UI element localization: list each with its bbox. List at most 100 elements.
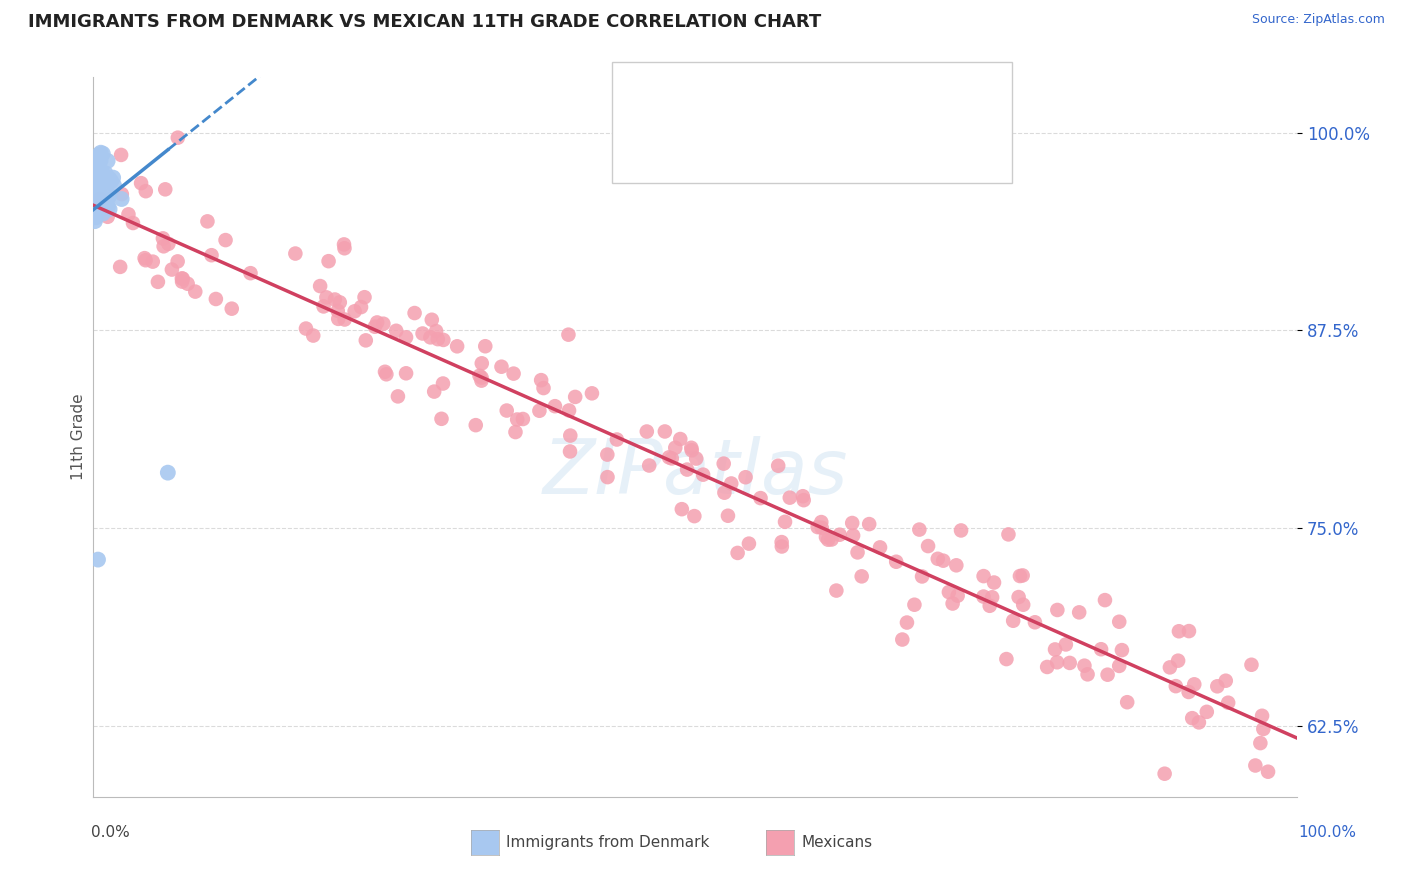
Point [111, 187, 134, 202]
Point [110, 148, 132, 162]
Point [295, 321, 318, 335]
Point [323, 293, 346, 307]
Point [891, 632, 914, 647]
Point [101, 170, 124, 185]
Point [152, 239, 174, 253]
Point [328, 311, 350, 326]
Point [87, 186, 110, 200]
Point [1046, 603, 1069, 617]
Point [375, 368, 398, 382]
Point [491, 359, 513, 374]
Point [979, 599, 1001, 613]
Point [1178, 624, 1201, 639]
Point [1108, 659, 1130, 673]
Point [135, 184, 157, 198]
Point [596, 470, 619, 484]
Point [98, 171, 121, 186]
Point [84, 163, 107, 178]
Point [773, 515, 796, 529]
Point [91, 206, 114, 220]
Point [84, 214, 107, 228]
Point [1012, 598, 1035, 612]
Point [720, 476, 742, 491]
Point [1257, 764, 1279, 779]
Point [94, 166, 117, 180]
Point [717, 508, 740, 523]
Point [200, 248, 222, 262]
Point [983, 575, 1005, 590]
Point [98, 188, 121, 202]
Point [98, 202, 121, 216]
Text: Immigrants from Denmark: Immigrants from Denmark [506, 836, 710, 850]
Point [135, 253, 157, 268]
Point [395, 366, 418, 380]
Point [387, 389, 409, 403]
Point [1011, 568, 1033, 582]
Point [157, 236, 180, 251]
Point [84, 163, 107, 178]
Point [1195, 705, 1218, 719]
Point [734, 470, 756, 484]
Point [318, 254, 340, 268]
Point [810, 521, 832, 535]
Point [713, 457, 735, 471]
Point [221, 301, 243, 316]
Point [423, 384, 446, 399]
Point [91, 146, 114, 161]
Point [205, 292, 228, 306]
Point [1188, 715, 1211, 730]
Point [766, 458, 789, 473]
Point [84, 211, 107, 225]
Point [170, 271, 193, 285]
Y-axis label: 11th Grade: 11th Grade [72, 393, 86, 481]
Point [502, 367, 524, 381]
Text: ZIPatlas: ZIPatlas [543, 436, 848, 510]
Point [100, 174, 122, 188]
Point [1094, 593, 1116, 607]
Point [89, 181, 111, 195]
Point [471, 370, 494, 384]
Point [309, 279, 332, 293]
Point [89, 192, 111, 206]
Point [86, 200, 108, 214]
Point [155, 182, 177, 196]
Point [1069, 606, 1091, 620]
Point [156, 466, 179, 480]
Point [770, 535, 793, 549]
Point [558, 444, 581, 458]
Point [997, 527, 1019, 541]
Point [83, 196, 105, 211]
Point [122, 216, 145, 230]
Point [1168, 624, 1191, 639]
Point [446, 339, 468, 353]
Point [86, 169, 108, 183]
Point [685, 451, 707, 466]
Point [807, 520, 830, 534]
Point [142, 254, 165, 268]
Point [1046, 655, 1069, 669]
Point [87, 177, 110, 191]
Point [1249, 736, 1271, 750]
Point [385, 324, 408, 338]
Point [87, 160, 110, 174]
Point [1164, 679, 1187, 693]
Point [911, 569, 934, 583]
Point [792, 489, 814, 503]
Point [1116, 695, 1139, 709]
Point [1090, 642, 1112, 657]
Point [636, 425, 658, 439]
Point [1177, 685, 1199, 699]
Point [858, 517, 880, 532]
Point [727, 546, 749, 560]
Point [505, 425, 527, 439]
Point [84, 184, 107, 198]
Point [817, 533, 839, 547]
Point [1008, 569, 1031, 583]
Point [350, 300, 373, 314]
Point [184, 285, 207, 299]
Point [1111, 643, 1133, 657]
Point [432, 376, 454, 391]
Point [1206, 679, 1229, 693]
Point [97, 199, 120, 213]
Point [326, 304, 349, 318]
